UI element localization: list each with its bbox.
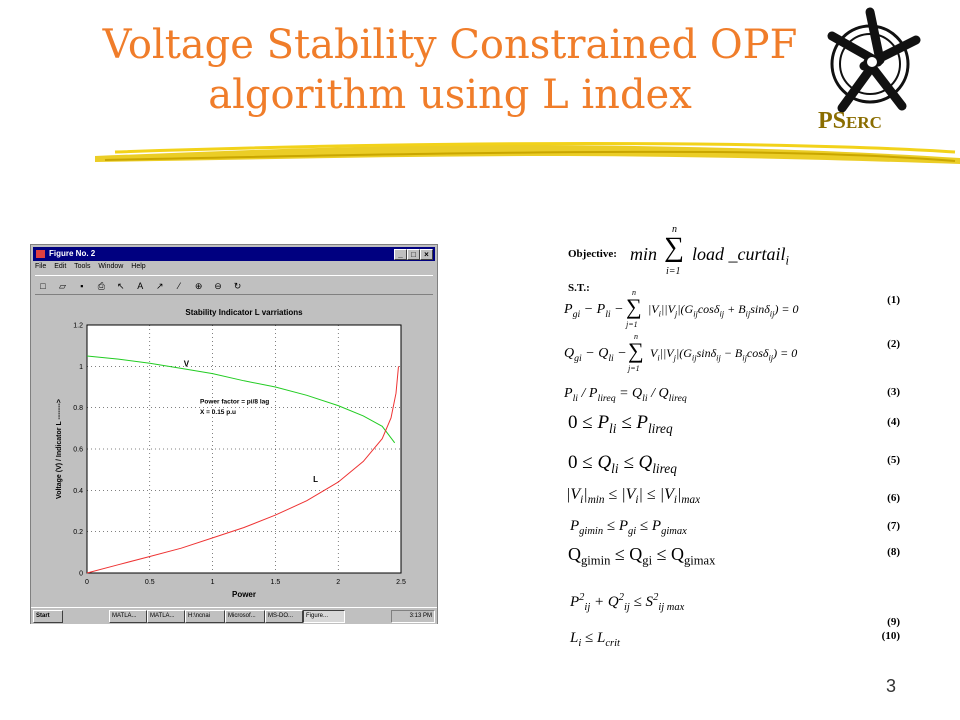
task-figure[interactable]: Figure... xyxy=(303,610,345,623)
series-line-v xyxy=(86,355,396,444)
eq-number-8: (8) xyxy=(887,546,900,558)
equation-3: Pli / Plireq = Qli / Qlireq xyxy=(564,386,687,404)
pserc-logo-text: PSERC xyxy=(818,108,882,134)
page-number: 3 xyxy=(885,676,896,696)
plot-area: 0 0.5 1 1.5 2 2.5 0 0.2 0.4 0.6 0.8 1 1.2 Stability I… xyxy=(35,295,435,603)
close-button[interactable]: × xyxy=(420,249,433,260)
y-axis-label: Voltage (V) / Indicator L -------> xyxy=(56,399,63,499)
x-axis-label: Power xyxy=(232,590,256,599)
toolbar: □ ▱ ▪ ⎙ ↖ A ↗ ⁄ ⊕ ⊖ ↻ xyxy=(35,275,433,295)
task-matlab-1[interactable]: MATLA... xyxy=(109,610,147,623)
eq-number-5: (5) xyxy=(887,454,900,466)
y-tick-label: 1.2 xyxy=(73,323,83,330)
eq-number-2: (2) xyxy=(887,338,900,350)
windows-taskbar: Start MATLA... MATLA... H:\ncnai Microso… xyxy=(31,607,437,624)
eq-number-10: (10) xyxy=(881,630,900,642)
window-titlebar: Figure No. 2 _ □ × xyxy=(33,247,435,261)
pserc-logo xyxy=(827,7,921,113)
task-matlab-2[interactable]: MATLA... xyxy=(147,610,185,623)
equations-panel: Objective: min n ∑ i=1 load _curtaili S.… xyxy=(564,224,900,649)
rotate-icon[interactable]: ↻ xyxy=(233,281,242,291)
task-microsoft[interactable]: Microsof... xyxy=(225,610,265,623)
objective-label: Objective: xyxy=(568,248,617,260)
y-tick-label: 0.2 xyxy=(73,529,83,536)
x-tick-label: 2.5 xyxy=(396,579,406,586)
save-icon[interactable]: ▪ xyxy=(80,281,84,291)
series-line-l xyxy=(86,366,399,574)
zoom-in-icon[interactable]: ⊕ xyxy=(194,281,203,291)
start-button[interactable]: Start xyxy=(33,610,63,623)
equation-4: 0 ≤ Pli ≤ Plireq xyxy=(568,412,673,436)
equation-9: P2ij + Q2ij ≤ S2ij max xyxy=(570,592,685,613)
line-icon[interactable]: ↗ xyxy=(155,281,164,291)
equation-7: Pgimin ≤ Pgi ≤ Pgimax xyxy=(570,518,687,537)
x-tick-label: 2 xyxy=(336,579,340,586)
task-msdos[interactable]: MS-DO... xyxy=(265,610,303,623)
minimize-button[interactable]: _ xyxy=(394,249,407,260)
new-icon[interactable]: □ xyxy=(40,281,46,291)
y-tick-label: 0.6 xyxy=(73,447,83,454)
series-label-l: L xyxy=(313,475,318,484)
select-icon[interactable]: ⁄ xyxy=(178,281,180,291)
menu-edit[interactable]: Edit xyxy=(54,263,67,270)
annotation-reactance: X = 0.15 p.u xyxy=(200,409,236,416)
window-title: Figure No. 2 xyxy=(49,249,96,258)
system-clock: 3:13 PM xyxy=(391,610,435,623)
series-label-v: V xyxy=(184,359,190,368)
eq-number-6: (6) xyxy=(887,492,900,504)
eq-number-7: (7) xyxy=(887,520,900,532)
arrow-icon[interactable]: ↖ xyxy=(117,281,125,291)
equation-10: Li ≤ Lcrit xyxy=(570,630,620,649)
eq-number-1: (1) xyxy=(887,294,900,306)
text-icon[interactable]: A xyxy=(137,281,144,291)
maximize-button[interactable]: □ xyxy=(407,249,420,260)
st-label: S.T.: xyxy=(568,282,590,294)
zoom-out-icon[interactable]: ⊖ xyxy=(214,281,222,291)
title-line-1: Voltage Stability Constrained OPF xyxy=(102,22,798,68)
x-tick-label: 0.5 xyxy=(145,579,155,586)
eq-number-3: (3) xyxy=(887,386,900,398)
open-icon[interactable]: ▱ xyxy=(58,281,66,291)
x-tick-label: 1.5 xyxy=(271,579,281,586)
print-icon[interactable]: ⎙ xyxy=(97,281,105,291)
matlab-figure-window: Figure No. 2 _ □ × File Edit Tools Windo… xyxy=(30,244,438,624)
eq-number-4: (4) xyxy=(887,416,900,428)
annotation-power-factor: Power factor = pi/8 lag xyxy=(200,399,269,406)
menu-tools[interactable]: Tools xyxy=(74,263,91,270)
y-tick-label: 0.8 xyxy=(73,405,83,412)
figure-icon xyxy=(36,250,45,258)
slide-title: Voltage Stability Constrained OPF algori… xyxy=(0,20,900,120)
stability-chart: 0 0.5 1 1.5 2 2.5 0 0.2 0.4 0.6 0.8 1 1.2 Stability I… xyxy=(56,308,406,599)
equation-8: Qgimin ≤ Qgi ≤ Qgimax xyxy=(568,544,716,568)
x-tick-label: 0 xyxy=(85,579,89,586)
equation-6: |Vi|min ≤ |Vi| ≤ |Vi|max xyxy=(566,486,701,507)
decorative-brush-stroke xyxy=(95,141,960,164)
menu-help[interactable]: Help xyxy=(131,263,146,270)
menu-window[interactable]: Window xyxy=(98,263,124,270)
title-line-2: algorithm using L index xyxy=(208,72,692,118)
chart-title: Stability Indicator L varriations xyxy=(185,308,303,317)
eq-number-9: (9) xyxy=(887,616,900,628)
y-tick-label: 1 xyxy=(79,364,83,371)
y-tick-label: 0.4 xyxy=(73,488,83,495)
x-tick-label: 1 xyxy=(211,579,215,586)
task-explorer[interactable]: H:\ncnai xyxy=(185,610,225,623)
equation-5: 0 ≤ Qli ≤ Qlireq xyxy=(568,452,677,476)
menu-file[interactable]: File xyxy=(35,263,47,270)
y-tick-label: 0 xyxy=(79,571,83,578)
menu-bar: File Edit Tools Window Help xyxy=(35,263,152,270)
